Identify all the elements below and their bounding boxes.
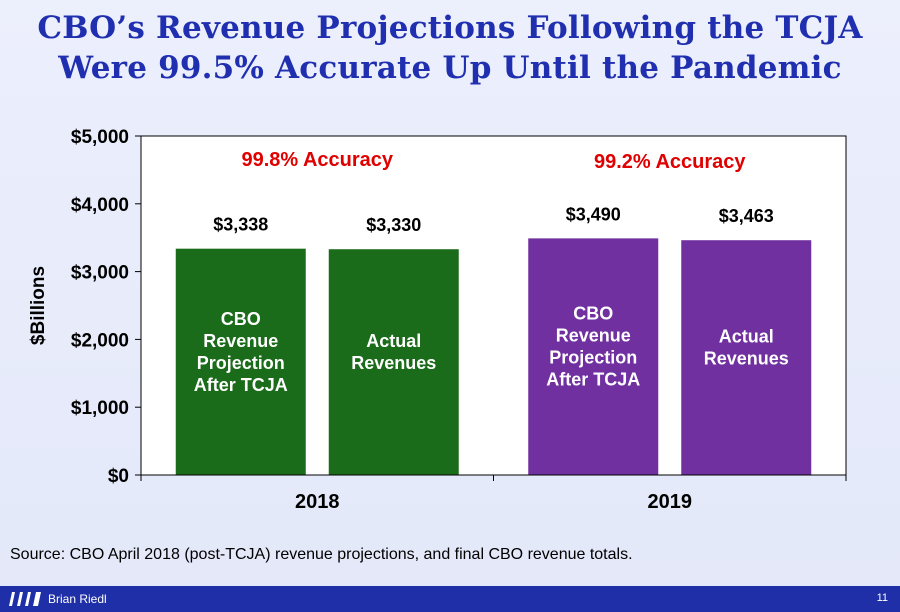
bar-value-label: $3,330 [366,215,421,235]
accuracy-label: 99.2% Accuracy [594,151,746,173]
bar-inner-label: Projection [197,353,285,373]
bar [528,238,659,475]
footer-bar: Brian Riedl 11 [0,586,900,612]
bar [681,240,812,475]
y-tick-label: $0 [108,466,129,487]
bar-inner-label: CBO [573,304,613,324]
bar-inner-label: CBO [221,309,261,329]
bar-inner-label: Actual [719,327,774,347]
source-note: Source: CBO April 2018 (post-TCJA) reven… [10,546,633,563]
y-tick-label: $1,000 [71,398,129,419]
bar-inner-label: After TCJA [194,375,288,395]
accuracy-label: 99.8% Accuracy [241,149,393,171]
x-category-label: 2019 [648,491,693,513]
page-number: 11 [876,592,888,604]
y-axis-label: $Billions [28,266,49,345]
bar-inner-label: Projection [549,348,637,368]
manhattan-institute-logo-icon [9,592,41,606]
y-tick-label: $5,000 [71,127,129,148]
bar-inner-label: After TCJA [546,370,640,390]
bar-inner-label: Actual [366,331,421,351]
title-line-1: CBO’s Revenue Projections Following the … [37,10,863,46]
bar-inner-label: Revenue [556,326,631,346]
bar-inner-label: Revenue [203,331,278,351]
footer-author: Brian Riedl [48,592,107,606]
y-tick-label: $2,000 [71,330,129,351]
bar [328,249,459,475]
bar-chart: $0 $1,000 $2,000 $3,000 $4,000 $5,000 $Billion… [28,127,847,513]
x-category-label: 2018 [295,491,340,513]
bar-value-label: $3,463 [719,206,774,226]
title-line-2: Were 99.5% Accurate Up Until the Pandemi… [58,50,842,86]
y-tick-label: $3,000 [71,263,129,284]
y-tick-label: $4,000 [71,195,129,216]
bar-inner-label: Revenues [351,353,436,373]
slide-title: CBO’s Revenue Projections Following the … [0,8,900,88]
bar-value-label: $3,490 [566,204,621,224]
bar [175,248,306,475]
bar-inner-label: Revenues [704,349,789,369]
bar-value-label: $3,338 [213,215,268,235]
